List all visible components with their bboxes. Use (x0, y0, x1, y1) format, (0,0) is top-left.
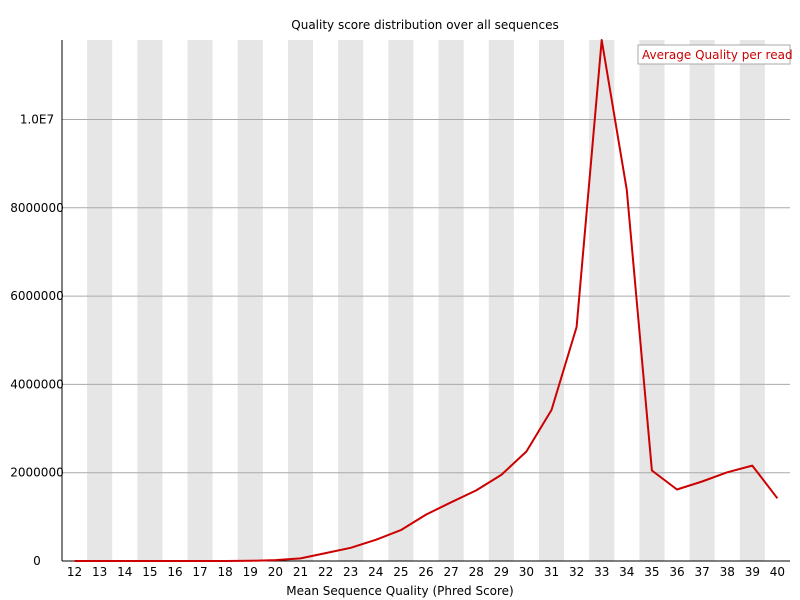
y-tick-label-5: 1.0E7 (20, 112, 54, 126)
stripe-29 (488, 40, 514, 561)
x-tick-label-37: 37 (694, 565, 709, 579)
chart-title: Quality score distribution over all sequ… (291, 18, 558, 32)
stripe-37 (689, 40, 715, 561)
stripe-27 (438, 40, 464, 561)
x-tick-label-27: 27 (443, 565, 458, 579)
x-tick-label-39: 39 (745, 565, 760, 579)
x-tick-label-36: 36 (669, 565, 684, 579)
stripe-39 (739, 40, 765, 561)
x-tick-label-26: 26 (418, 565, 433, 579)
x-tick-label-17: 17 (192, 565, 207, 579)
x-tick-label-31: 31 (544, 565, 559, 579)
x-tick-label-33: 33 (594, 565, 609, 579)
stripe-23 (338, 40, 364, 561)
y-tick-label-2: 4000000 (10, 377, 63, 391)
y-tick-label-4: 8000000 (10, 201, 63, 215)
x-tick-label-28: 28 (469, 565, 484, 579)
gridlines (62, 118, 790, 474)
x-tick-label-25: 25 (393, 565, 408, 579)
x-tick-label-40: 40 (770, 565, 785, 579)
y-tick-label-0: 0 (33, 554, 41, 568)
x-tick-label-18: 18 (218, 565, 233, 579)
background-stripes (87, 40, 765, 561)
stripe-21 (287, 40, 314, 561)
x-tick-label-21: 21 (293, 565, 308, 579)
stripe-17 (187, 40, 213, 561)
stripe-25 (388, 40, 414, 561)
x-tick-label-30: 30 (519, 565, 534, 579)
stripe-31 (538, 40, 565, 561)
x-tick-label-12: 12 (67, 565, 82, 579)
stripe-13 (87, 40, 113, 561)
x-tick-label-20: 20 (268, 565, 283, 579)
y-tick-labels: 0 2000000 4000000 6000000 8000000 1.0E7 (10, 112, 63, 568)
x-tick-label-32: 32 (569, 565, 584, 579)
stripe-15 (137, 40, 163, 561)
x-tick-label-35: 35 (644, 565, 659, 579)
x-tick-label-15: 15 (142, 565, 157, 579)
stripe-33 (589, 40, 615, 561)
axes (61, 40, 790, 562)
x-tick-label-14: 14 (117, 565, 132, 579)
x-tick-label-13: 13 (92, 565, 107, 579)
x-tick-label-16: 16 (167, 565, 182, 579)
x-tick-label-38: 38 (720, 565, 735, 579)
series-line-average-quality (74, 39, 779, 562)
legend-entry-average-quality: Average Quality per read (642, 48, 793, 62)
x-tick-label-22: 22 (318, 565, 333, 579)
y-tick-label-1: 2000000 (10, 466, 63, 480)
stripe-19 (237, 40, 263, 561)
x-axis-label: Mean Sequence Quality (Phred Score) (286, 584, 514, 598)
x-tick-label-29: 29 (494, 565, 509, 579)
stripe-35 (639, 40, 665, 561)
x-tick-label-23: 23 (343, 565, 358, 579)
x-tick-label-24: 24 (368, 565, 383, 579)
x-tick-label-19: 19 (243, 565, 258, 579)
y-tick-label-3: 6000000 (10, 289, 63, 303)
legend: Average Quality per read (637, 44, 793, 65)
x-tick-label-34: 34 (619, 565, 634, 579)
legend-box (637, 44, 791, 65)
x-tick-labels: 12 13 14 15 16 17 18 19 20 21 22 23 24 25 26 27 28 29 30 31… (67, 565, 785, 579)
